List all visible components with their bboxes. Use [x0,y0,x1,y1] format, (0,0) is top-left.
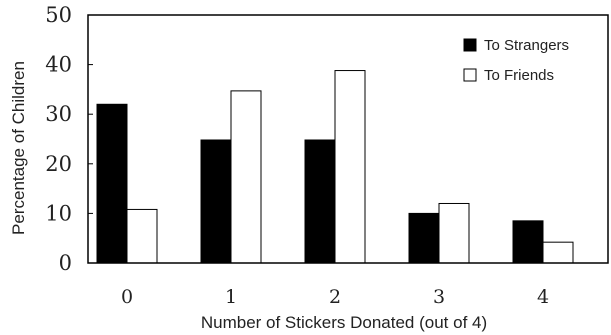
x-tick-label: 3 [433,286,445,308]
legend-swatch-to-friends [463,68,477,82]
y-tick-label: 50 [45,3,72,27]
y-axis-title: Percentage of Children [9,61,28,235]
bar-to-friends-0 [126,208,158,264]
bar-to-friends-4 [542,241,574,264]
y-tick-label: 40 [45,53,72,77]
legend-label-to-strangers: To Strangers [484,37,569,54]
x-axis-title: Number of Stickers Donated (out of 4) [201,313,487,332]
y-tick-label: 0 [59,251,72,275]
bar-to-strangers-0 [96,103,128,264]
bar-to-strangers-1 [200,139,232,264]
bar-to-strangers-3 [408,212,440,264]
bar-to-strangers-2 [304,139,336,264]
legend: To Strangers To Friends [463,37,569,84]
y-tick-label: 10 [45,201,72,225]
x-tick-label: 1 [225,286,237,308]
bar-to-friends-3 [438,202,470,264]
plot-area-frame [87,14,609,264]
bar-to-strangers-4 [512,220,544,264]
y-axis-ticks: 0 10 20 30 40 50 [45,3,93,275]
x-tick-label: 0 [121,286,133,308]
bars [96,70,574,264]
legend-swatch-to-strangers [463,38,477,52]
bar-to-friends-2 [334,70,366,264]
x-axis-ticks: 0 1 2 3 4 [121,286,549,308]
x-tick-label: 2 [329,286,341,308]
y-tick-label: 20 [45,152,72,176]
y-tick-label: 30 [45,102,72,126]
x-tick-label: 4 [537,286,549,308]
legend-label-to-friends: To Friends [484,67,554,84]
bar-to-friends-1 [230,90,262,264]
